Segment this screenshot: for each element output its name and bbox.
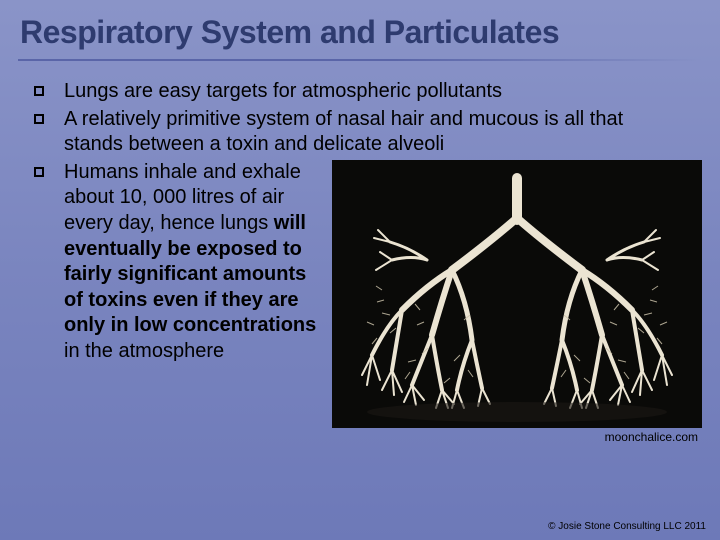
list-item: Humans inhale and exhale about 10, 000 l…	[34, 160, 686, 428]
bullet3-prefix: Humans inhale and exhale about 10, 000 l…	[64, 161, 301, 234]
lung-cast-image	[332, 160, 702, 428]
bullet-icon	[34, 114, 44, 124]
bullet-icon	[34, 167, 44, 177]
bullet3-suffix: in the atmosphere	[64, 340, 224, 362]
bullet-icon	[34, 86, 44, 96]
image-credit: moonchalice.com	[605, 430, 698, 445]
list-item: A relatively primitive system of nasal h…	[34, 107, 686, 158]
content-area: Lungs are easy targets for atmospheric p…	[0, 79, 720, 428]
title-underline	[18, 59, 702, 61]
slide-title: Respiratory System and Particulates	[0, 0, 720, 59]
copyright-footer: © Josie Stone Consulting LLC 2011	[548, 521, 706, 532]
bullet-text: Lungs are easy targets for atmospheric p…	[64, 79, 686, 105]
bullet-list: Lungs are easy targets for atmospheric p…	[34, 79, 686, 428]
list-item: Lungs are easy targets for atmospheric p…	[34, 79, 686, 105]
bullet-text: A relatively primitive system of nasal h…	[64, 107, 686, 158]
image-wrap: moonchalice.com	[332, 160, 702, 428]
bullet-text: Humans inhale and exhale about 10, 000 l…	[64, 160, 324, 365]
